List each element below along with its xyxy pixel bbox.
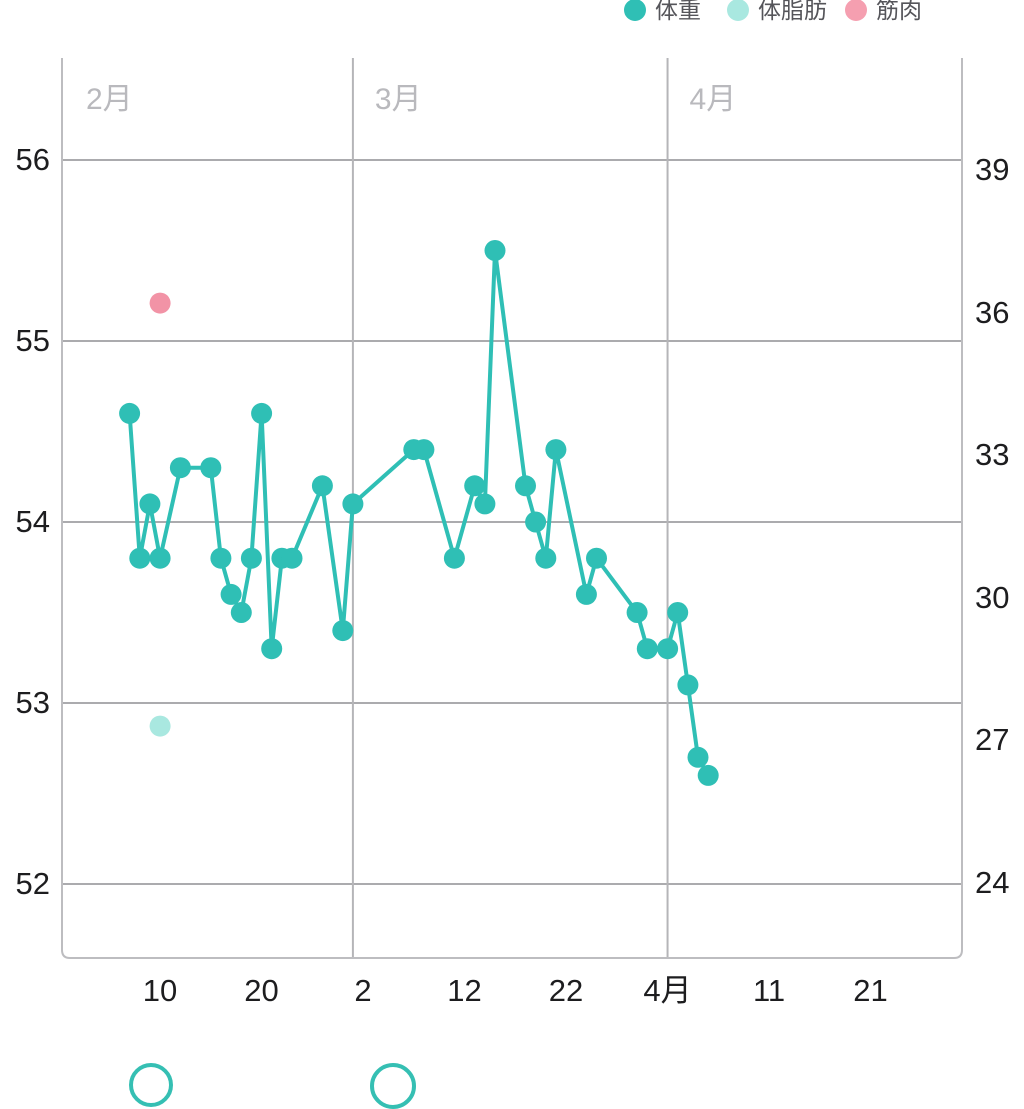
data-point-体重[interactable] bbox=[677, 674, 699, 696]
data-point-体重[interactable] bbox=[210, 547, 232, 569]
data-point-体重[interactable] bbox=[220, 583, 242, 605]
legend-item-muscle[interactable]: 筋肉 bbox=[845, 0, 922, 23]
x-axis-tick: 21 bbox=[853, 973, 888, 1008]
weight-legend-label: 体重 bbox=[655, 0, 701, 23]
data-point-体重[interactable] bbox=[525, 511, 547, 533]
data-point-体重[interactable] bbox=[667, 602, 689, 623]
data-point-体重[interactable] bbox=[443, 547, 465, 569]
y-axis-left-tick: 52 bbox=[15, 866, 50, 901]
bottom-toggle-button-2[interactable] bbox=[370, 1063, 416, 1109]
data-point-体重[interactable] bbox=[311, 475, 333, 497]
data-point-体重[interactable] bbox=[129, 547, 151, 569]
data-point-体重[interactable] bbox=[586, 547, 607, 569]
x-axis-tick: 20 bbox=[244, 973, 279, 1008]
bottom-toggle-button-1[interactable] bbox=[129, 1063, 173, 1107]
data-point-体重[interactable] bbox=[636, 638, 658, 660]
data-point-体重[interactable] bbox=[281, 547, 303, 569]
data-point-体重[interactable] bbox=[474, 493, 496, 515]
data-point-体重[interactable] bbox=[484, 240, 506, 261]
data-point-体重[interactable] bbox=[240, 547, 262, 569]
month-label: 2月 bbox=[86, 83, 133, 116]
data-point-筋肉[interactable] bbox=[149, 292, 171, 314]
weight-trend-line bbox=[127, 248, 711, 778]
y-axis-right-tick: 24 bbox=[975, 865, 1010, 900]
legend-item-bodyfat[interactable]: 体脂肪 bbox=[727, 0, 827, 23]
data-point-体重[interactable] bbox=[169, 457, 191, 479]
x-axis-tick: 2 bbox=[354, 973, 372, 1008]
data-point-体重[interactable] bbox=[687, 746, 709, 768]
x-axis-tick: 11 bbox=[752, 973, 786, 1008]
data-point-体重[interactable] bbox=[119, 402, 141, 424]
data-point-体重[interactable] bbox=[332, 620, 354, 642]
y-axis-right-tick: 30 bbox=[975, 579, 1010, 615]
y-axis-right-tick: 33 bbox=[975, 437, 1010, 473]
y-axis-left-tick: 56 bbox=[15, 142, 50, 177]
y-axis-right-tick: 36 bbox=[975, 294, 1010, 330]
data-point-体重[interactable] bbox=[230, 602, 252, 623]
legend-item-weight[interactable]: 体重 bbox=[624, 0, 701, 23]
data-point-体重[interactable] bbox=[464, 475, 486, 497]
data-point-体重[interactable] bbox=[697, 764, 719, 786]
bodyfat-legend-label: 体脂肪 bbox=[758, 0, 827, 23]
data-point-体重[interactable] bbox=[139, 493, 161, 515]
x-axis-tick: 10 bbox=[142, 973, 178, 1008]
data-point-体重[interactable] bbox=[515, 475, 536, 497]
x-axis-tick: 4月 bbox=[643, 973, 692, 1008]
data-point-体重[interactable] bbox=[342, 493, 364, 515]
data-point-体重[interactable] bbox=[626, 602, 648, 623]
data-point-体脂肪[interactable] bbox=[149, 715, 171, 737]
weight-legend-dot-icon bbox=[624, 0, 646, 21]
muscle-legend-dot-icon bbox=[845, 0, 867, 21]
data-point-体重[interactable] bbox=[575, 583, 597, 605]
x-axis-tick: 12 bbox=[447, 973, 482, 1008]
data-point-体重[interactable] bbox=[149, 547, 171, 569]
weight-trend-chart bbox=[61, 58, 963, 959]
data-point-体重[interactable] bbox=[200, 457, 222, 479]
data-point-体重[interactable] bbox=[261, 638, 283, 660]
y-axis-left-tick: 54 bbox=[15, 504, 50, 539]
y-axis-right-tick: 39 bbox=[975, 152, 1010, 187]
data-point-体重[interactable] bbox=[251, 402, 273, 424]
data-point-体重[interactable] bbox=[413, 439, 435, 461]
y-axis-left-tick: 55 bbox=[15, 323, 50, 358]
bodyfat-legend-dot-icon bbox=[727, 0, 749, 21]
month-label: 4月 bbox=[689, 83, 737, 116]
x-axis-tick: 22 bbox=[548, 973, 584, 1008]
y-axis-right-tick: 27 bbox=[975, 722, 1010, 758]
y-axis-left-tick: 53 bbox=[15, 685, 50, 720]
plot-border bbox=[61, 58, 963, 959]
data-point-体重[interactable] bbox=[545, 439, 567, 461]
data-point-体重[interactable] bbox=[657, 638, 679, 660]
data-point-体重[interactable] bbox=[535, 547, 557, 569]
muscle-legend-label: 筋肉 bbox=[876, 0, 922, 23]
month-label: 3月 bbox=[374, 83, 422, 116]
